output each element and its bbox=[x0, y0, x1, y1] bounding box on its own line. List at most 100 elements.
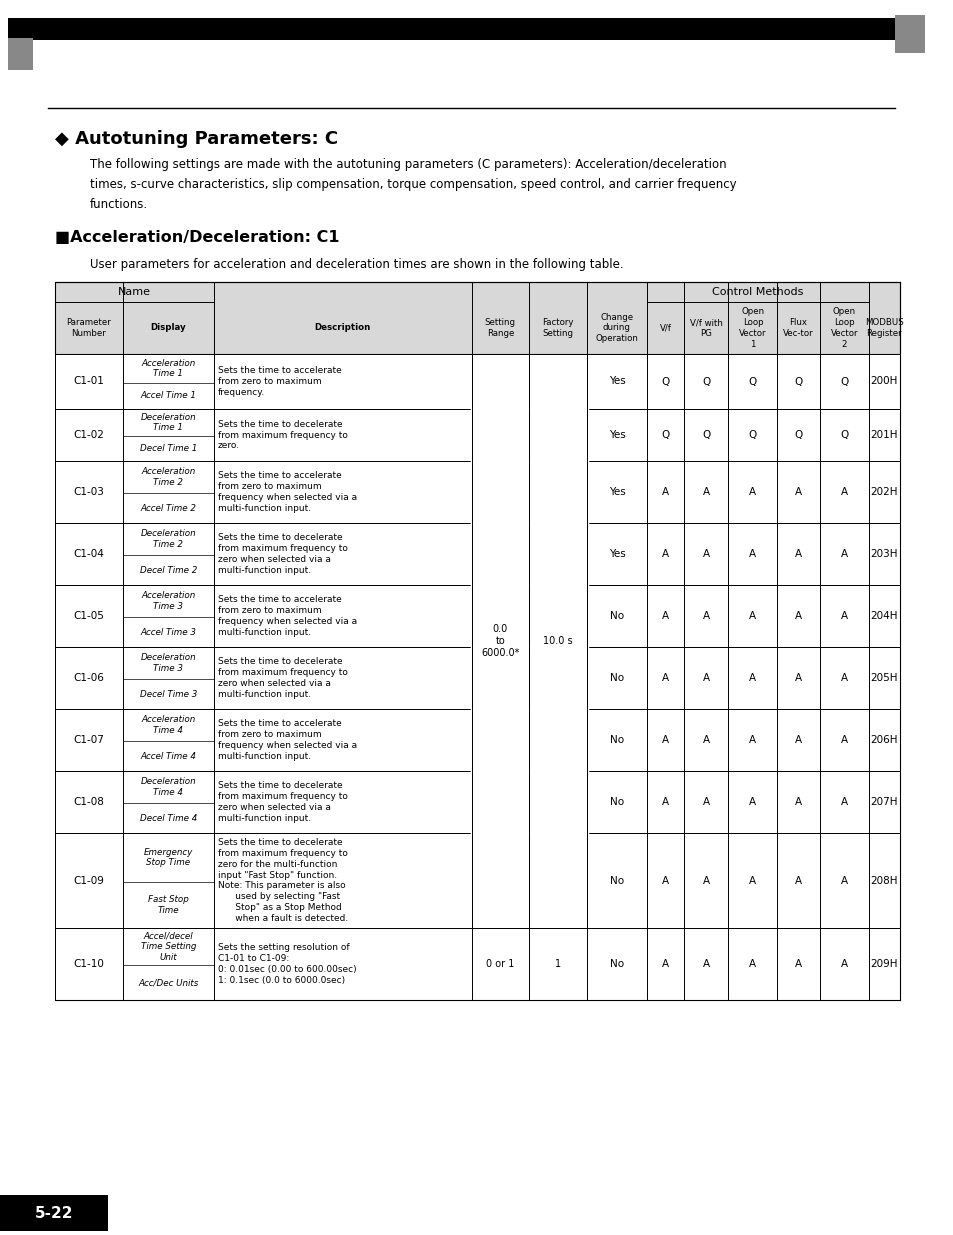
Text: A: A bbox=[794, 611, 801, 621]
Text: Q: Q bbox=[794, 377, 801, 387]
Text: Flux
Vec-tor: Flux Vec-tor bbox=[782, 319, 813, 338]
Text: No: No bbox=[609, 735, 623, 745]
Text: C1-03: C1-03 bbox=[73, 487, 104, 496]
Text: Decel Time 4: Decel Time 4 bbox=[139, 814, 196, 823]
Text: C1-06: C1-06 bbox=[73, 673, 104, 683]
Text: 206H: 206H bbox=[870, 735, 897, 745]
Text: A: A bbox=[661, 960, 668, 969]
Text: C1-08: C1-08 bbox=[73, 797, 104, 806]
Text: A: A bbox=[701, 550, 709, 559]
Text: Accel Time 1: Accel Time 1 bbox=[140, 391, 196, 400]
Text: The following settings are made with the autotuning parameters (C parameters): A: The following settings are made with the… bbox=[90, 158, 726, 170]
Text: Yes: Yes bbox=[608, 550, 624, 559]
Text: Q: Q bbox=[701, 430, 709, 440]
Bar bbox=[55, 409, 899, 461]
Bar bbox=[8, 38, 33, 70]
Text: A: A bbox=[794, 735, 801, 745]
Text: User parameters for acceleration and deceleration times are shown in the followi: User parameters for acceleration and dec… bbox=[90, 258, 623, 270]
Text: 0 or 1: 0 or 1 bbox=[486, 960, 514, 969]
Text: Accel Time 2: Accel Time 2 bbox=[140, 504, 196, 513]
Text: Sets the time to accelerate
from zero to maximum
frequency when selected via a
m: Sets the time to accelerate from zero to… bbox=[217, 472, 356, 513]
Text: V/f with
PG: V/f with PG bbox=[689, 319, 721, 338]
Text: Decel Time 3: Decel Time 3 bbox=[139, 689, 196, 699]
Bar bbox=[0, 1195, 108, 1231]
Text: C1-05: C1-05 bbox=[73, 611, 104, 621]
Text: Display: Display bbox=[151, 324, 186, 332]
Text: Yes: Yes bbox=[608, 487, 624, 496]
Text: Sets the time to accelerate
from zero to maximum
frequency.: Sets the time to accelerate from zero to… bbox=[217, 367, 341, 396]
Text: ■Acceleration/Deceleration: C1: ■Acceleration/Deceleration: C1 bbox=[55, 230, 339, 245]
Text: ◆ Autotuning Parameters: C: ◆ Autotuning Parameters: C bbox=[55, 130, 337, 148]
Text: A: A bbox=[840, 960, 847, 969]
Text: Sets the time to decelerate
from maximum frequency to
zero when selected via a
m: Sets the time to decelerate from maximum… bbox=[217, 657, 348, 699]
Text: A: A bbox=[840, 611, 847, 621]
Text: Decel Time 1: Decel Time 1 bbox=[139, 445, 196, 453]
Text: C1-09: C1-09 bbox=[73, 876, 104, 885]
Text: Sets the time to decelerate
from maximum frequency to
zero for the multi-functio: Sets the time to decelerate from maximum… bbox=[217, 839, 348, 923]
Bar bbox=[894, 15, 924, 53]
Text: Q: Q bbox=[840, 430, 847, 440]
Text: A: A bbox=[840, 487, 847, 496]
Text: Acceleration
Time 3: Acceleration Time 3 bbox=[141, 592, 195, 611]
Text: No: No bbox=[609, 797, 623, 806]
Text: Sets the time to decelerate
from maximum frequency to
zero.: Sets the time to decelerate from maximum… bbox=[217, 420, 348, 451]
Bar bbox=[55, 709, 899, 771]
Text: 208H: 208H bbox=[870, 876, 897, 885]
Bar bbox=[55, 522, 899, 585]
Text: Q: Q bbox=[748, 377, 757, 387]
Bar bbox=[8, 19, 899, 40]
Text: Open
Loop
Vector
1: Open Loop Vector 1 bbox=[739, 308, 766, 348]
Bar bbox=[55, 927, 899, 1000]
Text: 5-22: 5-22 bbox=[34, 1205, 73, 1220]
Text: Accel/decel
Time Setting
Unit: Accel/decel Time Setting Unit bbox=[140, 932, 195, 962]
Text: Decel Time 2: Decel Time 2 bbox=[139, 566, 196, 574]
Text: A: A bbox=[701, 673, 709, 683]
Text: 200H: 200H bbox=[870, 377, 897, 387]
Text: Deceleration
Time 3: Deceleration Time 3 bbox=[140, 653, 195, 673]
Bar bbox=[55, 647, 899, 709]
Text: No: No bbox=[609, 673, 623, 683]
Text: A: A bbox=[749, 960, 756, 969]
Text: Q: Q bbox=[840, 377, 847, 387]
Text: A: A bbox=[749, 673, 756, 683]
Text: A: A bbox=[794, 673, 801, 683]
Text: A: A bbox=[701, 960, 709, 969]
Text: A: A bbox=[661, 673, 668, 683]
Text: Q: Q bbox=[794, 430, 801, 440]
Text: Yes: Yes bbox=[608, 430, 624, 440]
Text: 202H: 202H bbox=[870, 487, 897, 496]
Text: times, s-curve characteristics, slip compensation, torque compensation, speed co: times, s-curve characteristics, slip com… bbox=[90, 178, 736, 191]
Text: A: A bbox=[661, 611, 668, 621]
Text: A: A bbox=[701, 876, 709, 885]
Text: Acc/Dec Units: Acc/Dec Units bbox=[138, 978, 198, 987]
Text: Q: Q bbox=[660, 377, 669, 387]
Text: A: A bbox=[661, 735, 668, 745]
Text: Q: Q bbox=[701, 377, 709, 387]
Bar bbox=[55, 354, 899, 409]
Text: A: A bbox=[749, 735, 756, 745]
Text: C1-01: C1-01 bbox=[73, 377, 104, 387]
Text: 201H: 201H bbox=[870, 430, 897, 440]
Text: Deceleration
Time 1: Deceleration Time 1 bbox=[140, 412, 195, 432]
Text: A: A bbox=[794, 876, 801, 885]
Text: A: A bbox=[701, 611, 709, 621]
Text: 10.0 s: 10.0 s bbox=[542, 636, 572, 646]
Text: 203H: 203H bbox=[870, 550, 897, 559]
Text: Deceleration
Time 2: Deceleration Time 2 bbox=[140, 530, 195, 548]
Text: A: A bbox=[840, 735, 847, 745]
Text: Name: Name bbox=[118, 287, 151, 296]
Text: A: A bbox=[749, 797, 756, 806]
Text: 205H: 205H bbox=[870, 673, 897, 683]
Text: 0.0
to
6000.0*: 0.0 to 6000.0* bbox=[480, 624, 519, 658]
Text: Setting
Range: Setting Range bbox=[484, 319, 516, 338]
Text: A: A bbox=[749, 876, 756, 885]
Text: A: A bbox=[661, 876, 668, 885]
Bar bbox=[55, 771, 899, 832]
Text: functions.: functions. bbox=[90, 198, 148, 211]
Text: A: A bbox=[661, 797, 668, 806]
Text: Control Methods: Control Methods bbox=[712, 287, 802, 296]
Text: Acceleration
Time 1: Acceleration Time 1 bbox=[141, 358, 195, 378]
Text: A: A bbox=[840, 876, 847, 885]
Text: 207H: 207H bbox=[870, 797, 897, 806]
Text: A: A bbox=[701, 797, 709, 806]
